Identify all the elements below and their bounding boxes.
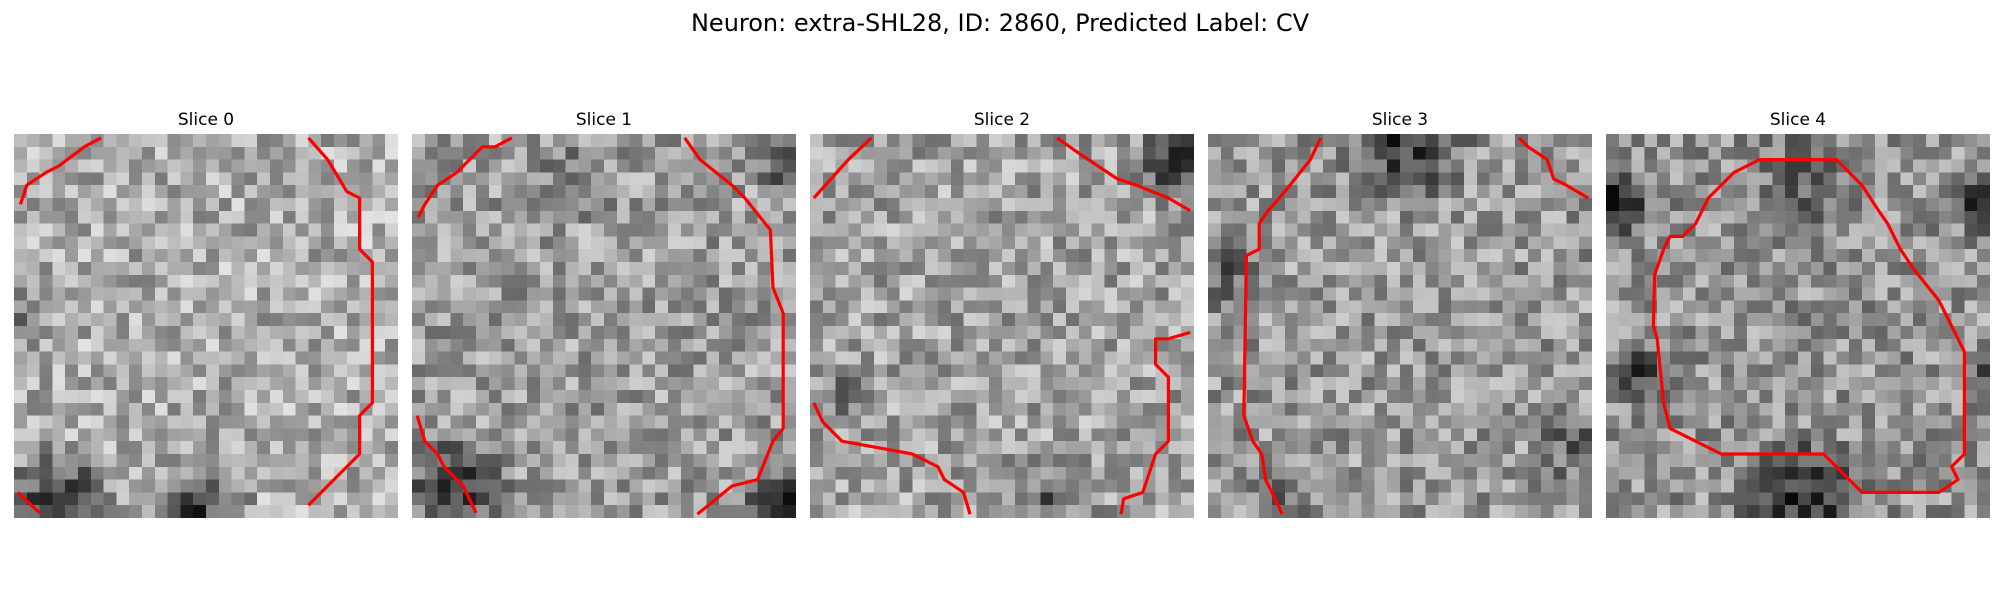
slice-image [1208,134,1592,518]
slice-panel-3: Slice 3 [1208,108,1592,526]
contour-line [415,415,478,514]
slice-image [1606,134,1990,518]
pixel-grid [412,134,796,518]
slice-image [412,134,796,518]
contour-line [683,136,785,516]
slice-panel-2: Slice 2 [810,108,1194,526]
slice-title: Slice 0 [177,110,235,130]
slice-panel-4: Slice 4 [1606,108,1990,526]
slice-title: Slice 2 [973,110,1031,130]
figure-title: Neuron: extra-SHL28, ID: 2860, Predicted… [690,9,1310,37]
slice-panel-1: Slice 1 [412,108,796,526]
contour-line [812,136,873,200]
slice-title: Slice 3 [1371,110,1429,130]
slice-panel-0: Slice 0 [14,108,398,526]
pixel-grid [1606,134,1990,518]
contour-line [1056,136,1191,213]
contour-line [16,491,41,515]
slice-image [14,134,398,518]
contour-line [1242,137,1323,515]
contour-line [307,136,375,507]
pixel-grid [1208,134,1592,518]
pixel-grid [810,134,1194,518]
pixel-grid [14,134,398,518]
contour-line [1651,158,1966,495]
slice-title: Slice 1 [575,110,633,130]
slice-image [810,134,1194,518]
contour-line [18,136,102,205]
contour-line [1517,136,1589,200]
contour-line [416,136,513,218]
slice-title: Slice 4 [1769,110,1827,130]
contour-line [1119,330,1191,515]
contour-line [812,402,972,515]
